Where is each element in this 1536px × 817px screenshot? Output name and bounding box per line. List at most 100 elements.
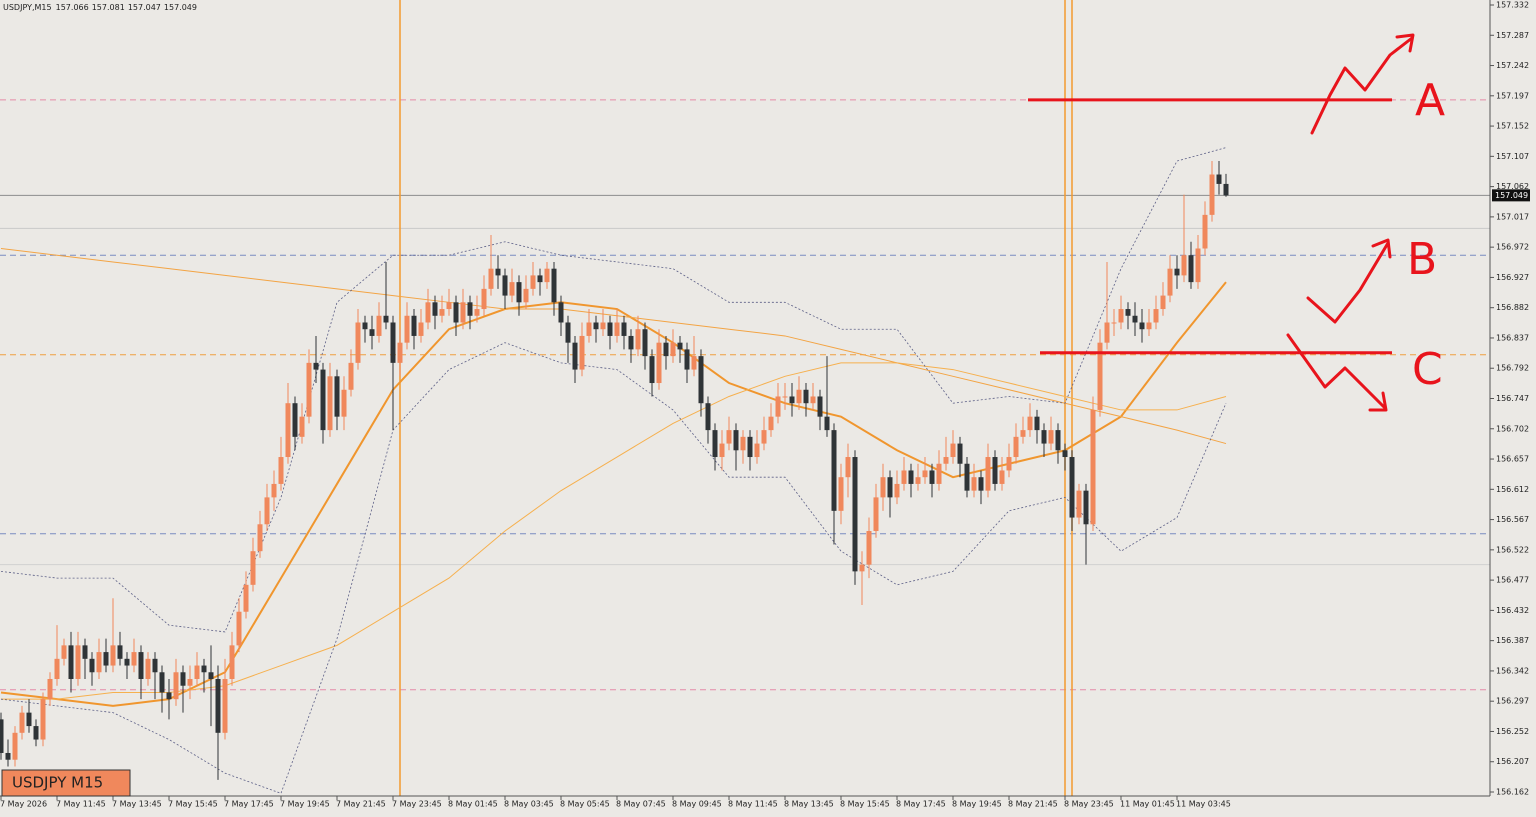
- candle-body: [516, 282, 522, 303]
- candle-body: [523, 288, 529, 303]
- candle-body: [957, 443, 963, 464]
- candle-body: [880, 477, 886, 498]
- candle-body: [859, 564, 865, 572]
- candle-body: [656, 342, 662, 384]
- candle-body: [446, 302, 452, 310]
- candle-body: [306, 362, 312, 417]
- candle-body: [1202, 214, 1208, 249]
- candle-body: [264, 497, 270, 525]
- candle-body: [565, 322, 571, 343]
- candle-body: [341, 389, 347, 417]
- y-tick-label: 156.432: [1496, 606, 1529, 615]
- candle-body: [1153, 309, 1159, 323]
- candle-body: [978, 477, 984, 491]
- candle-body: [782, 396, 788, 398]
- candle-body: [1209, 174, 1215, 215]
- candle-body: [964, 463, 970, 491]
- candle-body: [159, 672, 165, 693]
- candle-body: [740, 436, 746, 451]
- candle-body: [145, 658, 151, 679]
- y-tick-label: 156.657: [1496, 455, 1529, 464]
- y-tick-label: 157.062: [1496, 182, 1529, 191]
- candle-body: [551, 268, 557, 303]
- candle-body: [915, 477, 921, 484]
- candle-body: [831, 430, 837, 511]
- candle-body: [110, 645, 116, 666]
- candle-body: [600, 322, 606, 330]
- candle-body: [1048, 430, 1054, 444]
- y-tick-label: 156.972: [1496, 243, 1529, 252]
- candle-body: [1160, 295, 1166, 310]
- candle-body: [873, 497, 879, 532]
- candle-body: [439, 309, 445, 316]
- candle-body: [1139, 322, 1145, 330]
- y-tick-label: 156.837: [1496, 333, 1529, 342]
- candle-body: [1006, 457, 1012, 471]
- y-tick-label: 157.197: [1496, 91, 1529, 100]
- candle-body: [838, 477, 844, 511]
- x-tick-label: 8 May 07:45: [616, 800, 666, 809]
- candle-body: [992, 457, 998, 484]
- candle-body: [747, 436, 753, 458]
- candle-body: [691, 356, 697, 370]
- x-tick-label: 7 May 21:45: [336, 800, 386, 809]
- x-tick-label: 7 May 2026: [0, 800, 47, 809]
- candle-body: [299, 416, 305, 437]
- y-tick-label: 156.387: [1496, 636, 1529, 645]
- candle-body: [593, 322, 599, 330]
- candle-body: [47, 678, 53, 700]
- annotation-label: B: [1407, 234, 1437, 285]
- candle-body: [719, 443, 725, 458]
- x-tick-label: 11 May 03:45: [1176, 800, 1231, 809]
- candle-body: [82, 645, 88, 659]
- symbol-title: USDJPY,M15: [3, 3, 52, 12]
- candle-body: [467, 302, 473, 316]
- candle-body: [495, 268, 501, 276]
- candle-body: [642, 329, 648, 357]
- candle-body: [208, 672, 214, 679]
- candle-body: [1188, 255, 1194, 283]
- candle-body: [75, 645, 81, 679]
- candle-body: [292, 403, 298, 437]
- candle-body: [754, 443, 760, 458]
- candle-body: [1181, 255, 1187, 276]
- x-tick-label: 8 May 05:45: [560, 800, 610, 809]
- candle-body: [1097, 342, 1103, 410]
- candle-body: [502, 275, 508, 296]
- candle-body: [40, 699, 46, 740]
- candle-body: [579, 335, 585, 370]
- ohlc-value: 157.047: [128, 3, 161, 12]
- x-tick-label: 8 May 15:45: [840, 800, 890, 809]
- candle-body: [1111, 322, 1117, 324]
- candle-body: [425, 302, 431, 323]
- candle-body: [1146, 322, 1152, 330]
- candle-body: [1132, 315, 1138, 323]
- candle-body: [12, 732, 18, 760]
- candle-body: [411, 315, 417, 336]
- candle-body: [1034, 416, 1040, 431]
- candle-body: [19, 712, 25, 733]
- x-tick-label: 7 May 17:45: [224, 800, 274, 809]
- candle-body: [1013, 436, 1019, 458]
- y-tick-label: 157.107: [1496, 152, 1529, 161]
- candle-body: [152, 658, 158, 673]
- candle-body: [558, 302, 564, 323]
- candle-body: [761, 430, 767, 444]
- candle-body: [943, 457, 949, 464]
- x-tick-label: 8 May 03:45: [504, 800, 554, 809]
- current-price-label: 157.049: [1495, 191, 1528, 200]
- candle-body: [383, 315, 389, 323]
- candle-body: [61, 645, 67, 659]
- candle-body: [432, 302, 438, 316]
- candle-body: [614, 322, 620, 336]
- y-tick-label: 156.342: [1496, 666, 1529, 675]
- candle-body: [131, 652, 137, 666]
- x-tick-label: 8 May 23:45: [1064, 800, 1114, 809]
- candle-body: [243, 584, 249, 612]
- y-tick-label: 156.252: [1496, 727, 1529, 736]
- candle-body: [586, 322, 592, 336]
- candle-body: [1216, 174, 1222, 184]
- indicator-line: [1, 362, 1227, 700]
